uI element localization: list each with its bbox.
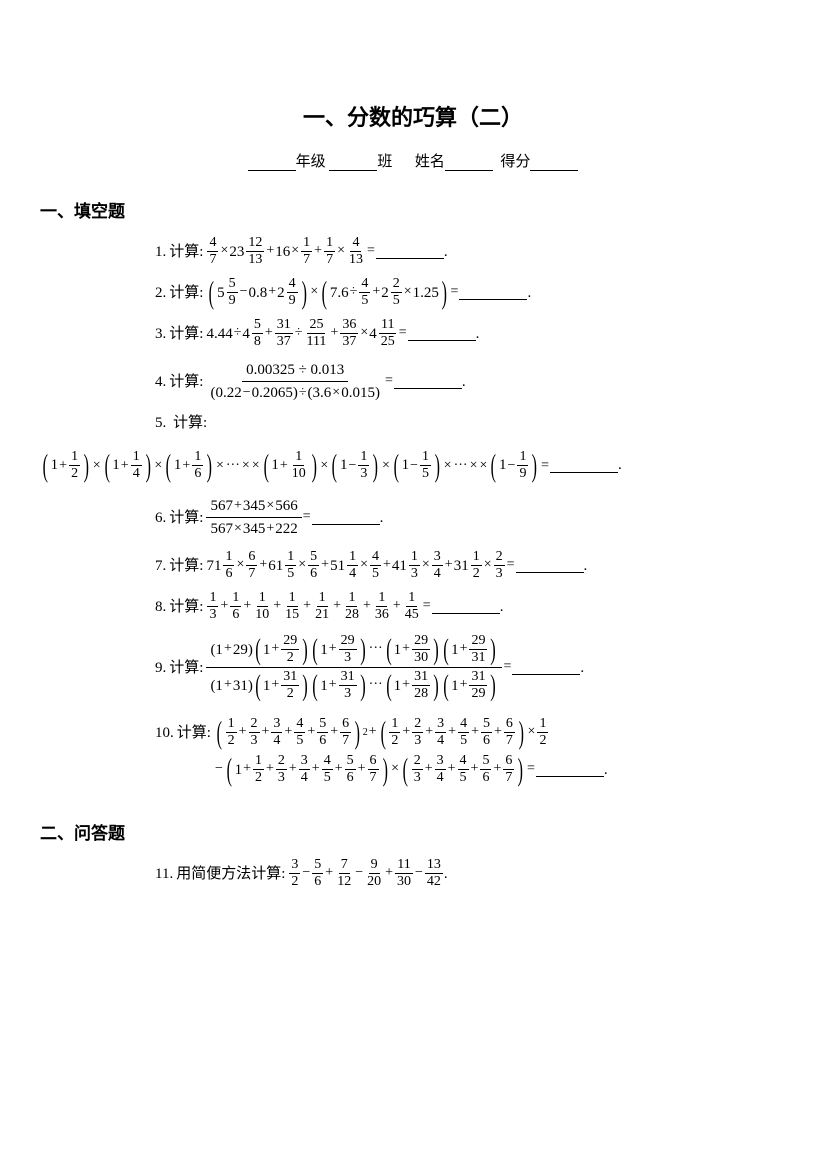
grade-blank[interactable] — [248, 155, 296, 171]
problem-number: 6. — [155, 509, 166, 527]
class-label: 班 — [377, 154, 392, 170]
problem-number: 9. — [155, 659, 166, 677]
class-blank[interactable] — [329, 155, 377, 171]
answer-blank[interactable] — [516, 559, 584, 573]
problem-number: 2. — [155, 284, 166, 302]
page-title: 一、分数的巧算（二） — [120, 100, 706, 132]
score-blank[interactable] — [530, 155, 578, 171]
calc-label: 计算 — [169, 244, 199, 260]
calc-label: 计算 — [169, 285, 199, 301]
problem-9: 9. 计算: (1+29)(1+292)(1+293)···(1+2930)(1… — [155, 632, 706, 703]
problem-10: 10. 计算: (12+23+34+45+56+67)2+(12+23+34+4… — [155, 717, 706, 748]
calc-label: 计算 — [177, 725, 207, 741]
answer-blank[interactable] — [408, 327, 476, 341]
problem-6: 6. 计算: 567+345×566 567×345+222 =. — [155, 495, 706, 540]
answer-blank[interactable] — [394, 375, 462, 389]
problem-number: 3. — [155, 325, 166, 343]
calc-label: 计算 — [169, 660, 199, 676]
problem-3: 3. 计算: 4.44÷ 458 + 3137 ÷ 25111 + 3637 ×… — [155, 318, 706, 349]
calc-label: 计算 — [169, 599, 199, 615]
answer-blank[interactable] — [312, 511, 380, 525]
answer-blank[interactable] — [536, 763, 604, 777]
problem-7: 7. 计算: 7116×67+6115×56+5114×45+4113×34+3… — [155, 550, 706, 581]
info-line: 年级 班 姓名 得分 — [120, 150, 706, 171]
section-1-header: 一、填空题 — [40, 197, 706, 222]
section-2-header: 二、问答题 — [40, 819, 706, 844]
calc-method-label: 用简便方法计算 — [176, 866, 281, 882]
grade-label: 年级 — [296, 154, 326, 170]
answer-blank[interactable] — [376, 245, 444, 259]
name-blank[interactable] — [445, 155, 493, 171]
problem-2: 2. 计算: ( 559 −0.8 + 249 ) × ( 7.6÷ 45 + … — [155, 277, 706, 308]
problem-number: 7. — [155, 557, 166, 575]
problem-number: 5. — [155, 415, 166, 431]
problem-number: 4. — [155, 373, 166, 391]
problem-4: 4. 计算: 0.00325 ÷ 0.013 (0.22−0.2065) ÷ (… — [155, 359, 706, 404]
answer-blank[interactable] — [459, 286, 527, 300]
problem-number: 11. — [155, 865, 173, 883]
answer-blank[interactable] — [512, 661, 580, 675]
name-label: 姓名 — [415, 154, 445, 170]
problem-number: 1. — [155, 243, 166, 261]
problem-number: 10. — [155, 724, 174, 742]
problem-5-label: 5. 计算: — [155, 414, 706, 432]
problem-8: 8. 计算: 13+16+110+115+121+128+136+145=. — [155, 591, 706, 622]
calc-label: 计算 — [169, 326, 199, 342]
problem-5: (1+12)×(1+14)×(1+16)×···××(1+110)×(1−13)… — [40, 450, 706, 481]
answer-blank[interactable] — [432, 600, 500, 614]
calc-label: 计算 — [173, 415, 203, 431]
calc-label: 计算 — [169, 510, 199, 526]
problem-number: 8. — [155, 598, 166, 616]
calc-label: 计算 — [169, 558, 199, 574]
problem-11: 11. 用简便方法计算: 32−56+712−920+1130−1342. — [155, 858, 706, 889]
answer-blank[interactable] — [550, 459, 618, 473]
score-label: 得分 — [500, 154, 530, 170]
problem-10-line2: −(1+12+23+34+45+56+67)×(23+34+45+56+67)=… — [214, 754, 706, 785]
calc-label: 计算 — [169, 374, 199, 390]
problem-1: 1. 计算: 47 × 231213 + 16 × 17 + 17 × 413 … — [155, 236, 706, 267]
